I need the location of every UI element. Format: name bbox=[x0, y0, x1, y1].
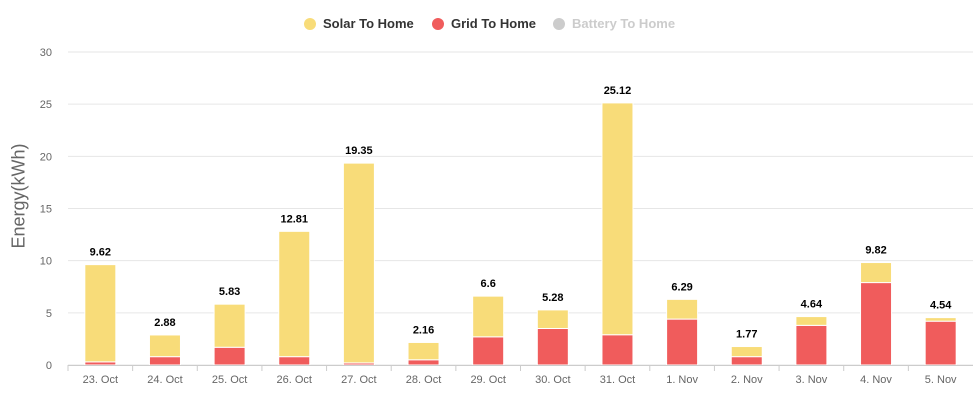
data-label: 2.88 bbox=[154, 317, 175, 329]
x-tick-label: 23. Oct bbox=[83, 374, 118, 386]
data-label: 4.64 bbox=[801, 299, 823, 311]
y-tick-label: 5 bbox=[46, 308, 52, 320]
bar-solar bbox=[278, 230, 311, 358]
legend-item-grid[interactable]: Grid To Home bbox=[432, 16, 536, 31]
x-tick-label: 5. Nov bbox=[925, 374, 957, 386]
x-tick-label: 25. Oct bbox=[212, 374, 247, 386]
y-tick-label: 30 bbox=[40, 47, 52, 59]
data-label: 6.6 bbox=[481, 278, 496, 290]
data-label: 9.62 bbox=[90, 247, 111, 259]
bar-solar bbox=[860, 262, 893, 284]
data-label: 12.81 bbox=[280, 213, 308, 225]
bar-solar bbox=[84, 264, 117, 363]
x-tick-label: 26. Oct bbox=[277, 374, 312, 386]
bar-solar bbox=[536, 309, 569, 329]
data-label: 25.12 bbox=[604, 85, 632, 97]
gridlines bbox=[68, 51, 973, 366]
bar-solar bbox=[601, 102, 634, 336]
data-labels: 9.62 2.88 5.83 12.81 19.35 2.16 6.6 5.28 25.12 6.… bbox=[90, 85, 953, 341]
x-tick-label: 24. Oct bbox=[147, 374, 182, 386]
x-tick-label: 1. Nov bbox=[666, 374, 698, 386]
legend-grid-marker bbox=[432, 17, 444, 30]
bars bbox=[84, 102, 957, 366]
y-tick-label: 10 bbox=[40, 256, 52, 268]
chart-legend: Solar To Home Grid To Home Battery To Ho… bbox=[0, 16, 973, 36]
x-tick-label: 2. Nov bbox=[731, 374, 763, 386]
bar-solar bbox=[342, 162, 375, 364]
legend-grid-label: Grid To Home bbox=[451, 16, 536, 31]
data-label: 1.77 bbox=[736, 329, 757, 341]
x-tick-label: 28. Oct bbox=[406, 374, 441, 386]
bar-grid bbox=[213, 346, 246, 366]
bar-grid bbox=[148, 356, 181, 366]
data-label: 5.83 bbox=[219, 286, 240, 298]
x-tick-label: 31. Oct bbox=[600, 374, 635, 386]
bar-grid bbox=[860, 282, 893, 366]
data-label: 6.29 bbox=[671, 281, 692, 293]
x-tick-label: 27. Oct bbox=[341, 374, 376, 386]
data-label: 9.82 bbox=[865, 245, 886, 257]
bar-solar bbox=[472, 295, 505, 338]
bar-solar bbox=[924, 317, 957, 322]
legend-battery-marker bbox=[553, 17, 565, 30]
bar-solar bbox=[407, 341, 440, 361]
data-label: 4.54 bbox=[930, 300, 952, 312]
bar-solar bbox=[666, 298, 699, 320]
legend-item-battery[interactable]: Battery To Home bbox=[553, 16, 675, 31]
bar-solar bbox=[730, 346, 763, 358]
legend-item-solar[interactable]: Solar To Home bbox=[304, 16, 414, 31]
legend-battery-label: Battery To Home bbox=[572, 16, 676, 31]
x-axis: 23. Oct 24. Oct 25. Oct 26. Oct 27. Oct 28. O… bbox=[67, 365, 973, 386]
y-axis: 0 5 10 15 20 25 30 bbox=[40, 47, 52, 372]
x-tick-label: 3. Nov bbox=[795, 374, 827, 386]
bar-solar bbox=[795, 316, 828, 326]
data-label: 2.16 bbox=[413, 324, 434, 336]
y-tick-label: 0 bbox=[46, 360, 52, 372]
bar-grid bbox=[536, 327, 569, 366]
x-tick-label: 30. Oct bbox=[535, 374, 570, 386]
legend-solar-label: Solar To Home bbox=[323, 16, 414, 31]
data-label: 5.28 bbox=[542, 292, 563, 304]
bar-grid bbox=[601, 334, 634, 366]
bar-grid bbox=[730, 356, 763, 366]
bar-solar bbox=[213, 303, 246, 348]
legend-solar-marker bbox=[304, 17, 316, 30]
data-label: 19.35 bbox=[345, 145, 373, 157]
bar-grid bbox=[278, 356, 311, 366]
y-tick-label: 20 bbox=[40, 151, 52, 163]
x-tick-label: 4. Nov bbox=[860, 374, 892, 386]
bar-solar bbox=[148, 334, 181, 358]
bar-grid bbox=[407, 359, 440, 366]
y-tick-label: 15 bbox=[40, 204, 52, 216]
bar-grid bbox=[666, 318, 699, 366]
y-tick-label: 25 bbox=[40, 99, 52, 111]
bar-grid bbox=[472, 336, 505, 366]
bar-grid bbox=[795, 324, 828, 366]
bar-grid bbox=[924, 320, 957, 366]
x-tick-label: 29. Oct bbox=[470, 374, 505, 386]
